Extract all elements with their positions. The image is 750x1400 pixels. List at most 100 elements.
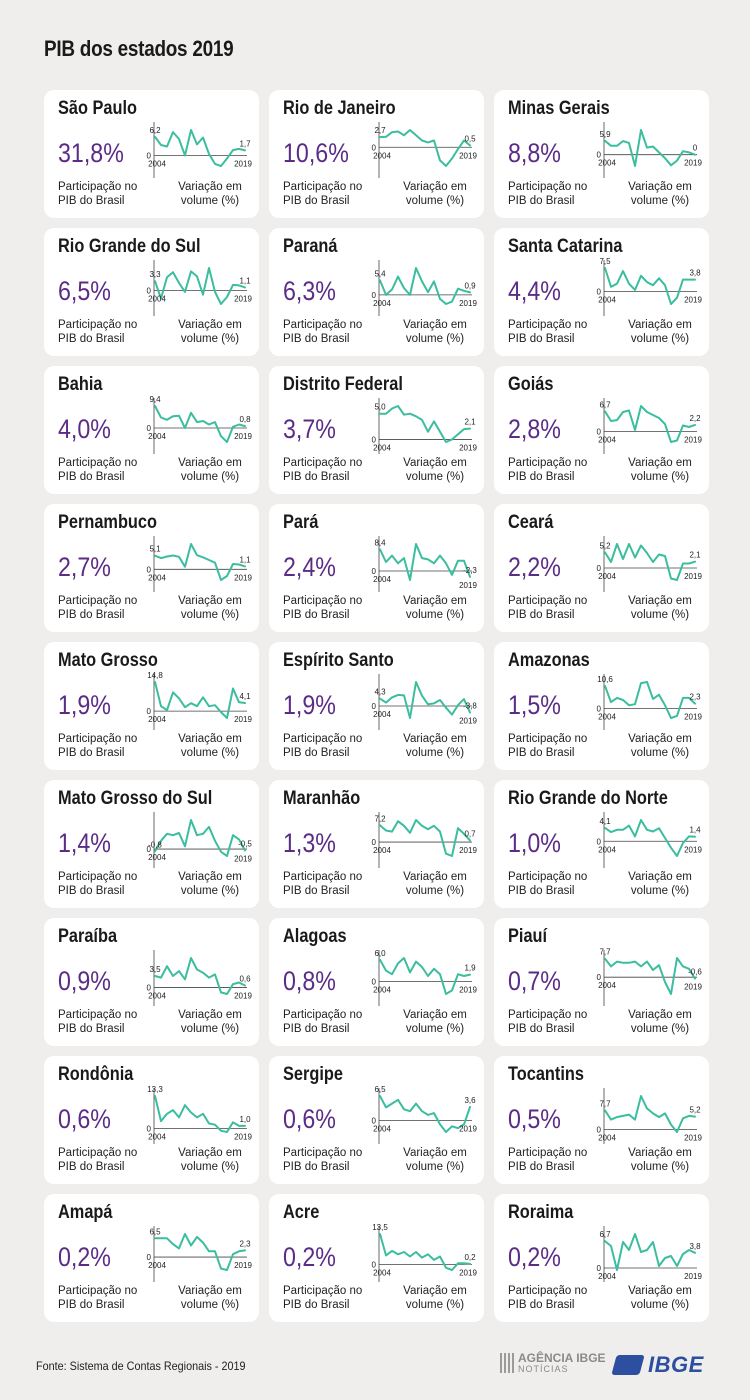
state-card: Goiás 2,8% Participação no PIB do Brasil Var… — [494, 366, 709, 494]
variation-caption-line: Variação em — [628, 733, 692, 745]
last-value-label: 2,3 — [689, 693, 701, 702]
zero-tick-label: 0 — [372, 702, 377, 711]
gdp-share-value: 31,8% — [58, 138, 124, 168]
state-name: Rio Grande do Sul — [58, 236, 201, 257]
variation-sparkline: 0 5,2 2,1 2004 2019 — [597, 536, 702, 592]
gdp-share-value: 2,4% — [283, 552, 336, 582]
state-card: Pernambuco 2,7% Participação no PIB do Bras… — [44, 504, 259, 632]
year-end-label: 2019 — [234, 991, 252, 1000]
variation-series-line — [379, 129, 471, 167]
state-name: Piauí — [508, 926, 548, 947]
variation-sparkline: 0 13,5 0,2 2004 2019 — [372, 1223, 477, 1282]
variation-sparkline: 0 7,2 0,7 2004 2019 — [372, 812, 477, 868]
year-end-label: 2019 — [459, 846, 477, 855]
year-start-label: 2004 — [598, 1272, 616, 1281]
last-value-label: 0,9 — [464, 281, 476, 290]
first-value-label: 5,9 — [599, 130, 611, 139]
variation-caption-line: volume (%) — [405, 1299, 465, 1311]
share-caption-line: Participação no — [283, 457, 363, 469]
variation-series-line — [379, 267, 471, 305]
state-name: Pará — [283, 512, 319, 533]
variation-series-line — [604, 819, 696, 857]
first-value-label: 5,0 — [374, 403, 386, 412]
share-caption: Participação no PIB do Brasil — [58, 1146, 137, 1174]
first-value-label: 14,8 — [147, 671, 163, 680]
first-value-label: 4,1 — [599, 817, 611, 826]
share-caption: Participação no PIB do Brasil — [58, 870, 137, 898]
source-note: Fonte: Sistema de Contas Regionais - 201… — [36, 1359, 246, 1373]
share-caption-line: Participação no — [283, 319, 363, 331]
year-end-label: 2019 — [459, 717, 477, 726]
state-name: Distrito Federal — [283, 374, 403, 395]
variation-sparkline: 0 7,7 5,2 2004 2019 — [597, 1088, 702, 1144]
gdp-share-value: 1,5% — [508, 690, 561, 720]
variation-caption: Variação em volume (%) — [391, 180, 479, 208]
zero-tick-label: 0 — [597, 973, 602, 982]
share-caption: Participação no PIB do Brasil — [508, 318, 587, 346]
year-end-label: 2019 — [684, 712, 702, 721]
variation-series-line — [379, 819, 471, 857]
gdp-share-value: 3,7% — [283, 414, 336, 444]
last-value-label: 3,8 — [689, 269, 701, 278]
variation-sparkline: 0 13,3 1,0 2004 2019 — [147, 1085, 252, 1144]
variation-caption-line: volume (%) — [180, 885, 240, 897]
state-name: Ceará — [508, 512, 554, 533]
year-start-label: 2004 — [598, 572, 616, 581]
year-start-label: 2004 — [598, 845, 616, 854]
year-end-label: 2019 — [234, 1261, 252, 1270]
year-end-label: 2019 — [684, 295, 702, 304]
last-value-label: 5,2 — [689, 1106, 701, 1115]
share-caption-line: Participação no — [58, 871, 138, 883]
share-caption: Participação no PIB do Brasil — [283, 732, 362, 760]
state-card: Alagoas 0,8% Participação no PIB do Brasil V… — [269, 918, 484, 1046]
share-caption: Participação no PIB do Brasil — [58, 1284, 137, 1312]
state-card: Espírito Santo 1,9% Participação no PIB do … — [269, 642, 484, 770]
zero-tick-label: 0 — [597, 428, 602, 437]
share-caption-line: Participação no — [283, 595, 363, 607]
year-start-label: 2004 — [598, 295, 616, 304]
state-name: Amapá — [58, 1202, 113, 1223]
share-caption-line: PIB do Brasil — [283, 333, 350, 345]
gdp-share-value: 0,5% — [508, 1104, 561, 1134]
share-caption-line: PIB do Brasil — [58, 333, 125, 345]
share-caption-line: PIB do Brasil — [58, 1161, 125, 1173]
variation-caption-line: volume (%) — [630, 1161, 690, 1173]
gdp-share-value: 1,0% — [508, 828, 561, 858]
variation-sparkline: 0 8,4 -2,3 2004 2019 — [372, 536, 477, 592]
first-value-label: 7,5 — [599, 257, 611, 266]
variation-caption: Variação em volume (%) — [166, 594, 254, 622]
share-caption-line: PIB do Brasil — [283, 471, 350, 483]
year-start-label: 2004 — [148, 432, 166, 441]
variation-series-line — [604, 1233, 696, 1271]
share-caption-line: PIB do Brasil — [58, 885, 125, 897]
last-value-label: 0,2 — [464, 1253, 476, 1262]
variation-caption-line: Variação em — [178, 733, 242, 745]
variation-caption: Variação em volume (%) — [166, 1008, 254, 1036]
share-caption: Participação no PIB do Brasil — [283, 1008, 362, 1036]
variation-caption-line: Variação em — [628, 871, 692, 883]
last-value-label: 0,6 — [239, 974, 251, 983]
variation-caption-line: volume (%) — [405, 471, 465, 483]
zero-tick-label: 0 — [147, 424, 152, 433]
state-card: Paraná 6,3% Participação no PIB do Brasil Va… — [269, 228, 484, 356]
variation-series-line — [379, 1095, 471, 1133]
share-caption-line: Participação no — [508, 1009, 588, 1021]
variation-caption: Variação em volume (%) — [166, 180, 254, 208]
variation-caption: Variação em volume (%) — [616, 732, 704, 760]
state-card: Piauí 0,7% Participação no PIB do Brasil Var… — [494, 918, 709, 1046]
variation-sparkline: 0 10,6 2,3 2004 2019 — [597, 674, 702, 730]
share-caption-line: Participação no — [58, 181, 138, 193]
year-end-label: 2019 — [459, 299, 477, 308]
variation-caption: Variação em volume (%) — [166, 456, 254, 484]
variation-sparkline: 0 6,5 3,6 2004 2019 — [372, 1085, 477, 1144]
variation-sparkline: 0 5,1 1,1 2004 2019 — [147, 536, 252, 592]
zero-tick-label: 0 — [372, 567, 377, 576]
last-value-label: 3,8 — [689, 1242, 701, 1251]
variation-caption-line: Variação em — [628, 1147, 692, 1159]
gdp-share-value: 1,4% — [58, 828, 111, 858]
zero-tick-label: 0 — [597, 704, 602, 713]
state-card: São Paulo 31,8% Participação no PIB do Bras… — [44, 90, 259, 218]
ibge-logo: IBGE — [611, 1352, 704, 1378]
zero-tick-label: 0 — [372, 838, 377, 847]
state-name: Maranhão — [283, 788, 361, 809]
